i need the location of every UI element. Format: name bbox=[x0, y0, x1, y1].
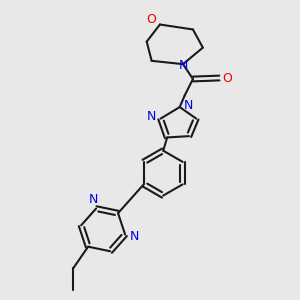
Text: N: N bbox=[183, 99, 193, 112]
Text: N: N bbox=[88, 193, 98, 206]
Text: O: O bbox=[223, 71, 232, 85]
Text: N: N bbox=[130, 230, 140, 243]
Text: O: O bbox=[147, 13, 157, 26]
Text: N: N bbox=[147, 110, 156, 124]
Text: N: N bbox=[178, 59, 188, 72]
